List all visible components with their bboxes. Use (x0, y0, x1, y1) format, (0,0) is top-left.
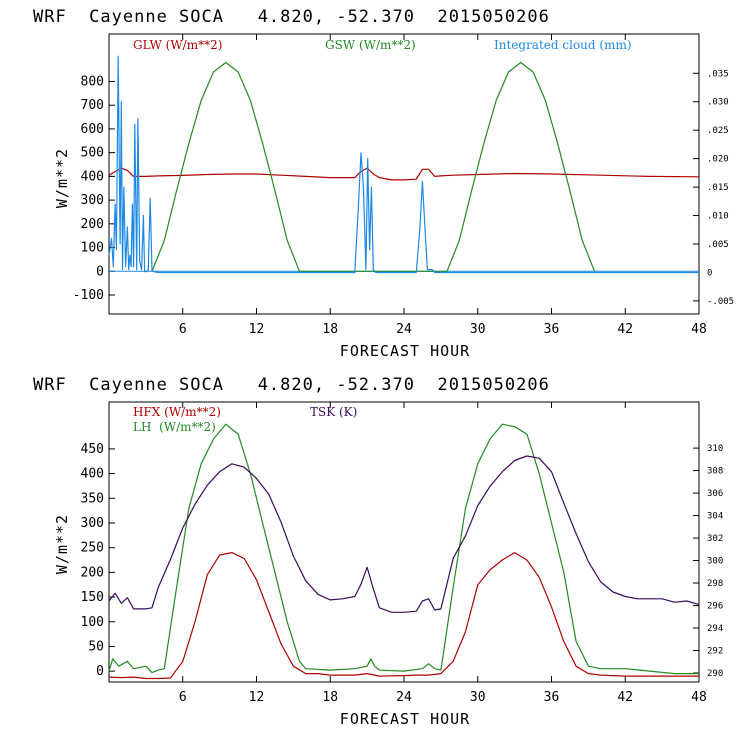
right-y-tick-label: 302 (707, 534, 723, 544)
y-tick-label: 800 (81, 74, 104, 89)
x-axis-ticks: 6 12 18 24 30 36 42 48 (179, 402, 707, 705)
y-tick-label: 150 (81, 590, 104, 605)
x-tick-label: 48 (691, 690, 707, 705)
x-tick-label: 42 (617, 690, 633, 705)
y-tick-label: 100 (81, 615, 104, 630)
series-lines (108, 55, 700, 274)
right-y-tick-label: 298 (707, 579, 723, 589)
x-tick-label: 42 (617, 322, 633, 337)
right-y-tick-label: .035 (707, 69, 729, 79)
x-axis-label: FORECAST HOUR (340, 710, 470, 728)
right-y-tick-label: 292 (707, 647, 723, 657)
y-tick-label: 450 (81, 442, 104, 457)
right-y-axis-ticks: -.005 0 .005 .010 .015 .020 .025 .030 .035 (693, 69, 734, 307)
chart-top: WRF Cayenne SOCA 4.820, -52.370 20150502… (33, 7, 734, 360)
right-y-tick-label: 308 (707, 467, 723, 477)
x-tick-label: 6 (179, 690, 187, 705)
y-axis-ticks: 0 50 100 150 200 250 300 350 400 450 (81, 442, 115, 679)
series-lines (108, 423, 700, 680)
right-y-tick-label: 290 (707, 669, 723, 679)
x-axis-ticks: 6 12 18 24 30 36 42 48 (179, 34, 707, 337)
right-y-tick-label: 294 (707, 624, 723, 634)
series-line-integrated-cloud (108, 55, 699, 274)
right-y-tick-label: 310 (707, 444, 723, 454)
y-tick-label: 600 (81, 122, 104, 137)
chart-title: WRF Cayenne SOCA 4.820, -52.370 20150502… (33, 7, 550, 27)
y-tick-label: 50 (88, 639, 104, 654)
right-y-tick-label: .015 (707, 183, 729, 193)
x-tick-label: 6 (179, 322, 187, 337)
legend-entry-tsk: TSK (K) (310, 405, 357, 419)
y-tick-label: -100 (73, 288, 104, 303)
series-line-lh (108, 423, 699, 675)
x-tick-label: 36 (544, 322, 560, 337)
x-axis-label: FORECAST HOUR (340, 342, 470, 360)
x-tick-label: 12 (249, 690, 265, 705)
x-tick-label: 30 (470, 690, 486, 705)
y-tick-label: 350 (81, 491, 104, 506)
y-tick-label: 200 (81, 565, 104, 580)
x-tick-label: 18 (322, 690, 338, 705)
y-axis-ticks: -100 0 100 200 300 400 500 600 700 800 (73, 74, 115, 303)
legend-entry-glw: GLW (W/m**2) (133, 38, 222, 52)
x-tick-label: 48 (691, 322, 707, 337)
y-axis-label: W/m**2 (53, 514, 71, 574)
y-tick-label: 0 (96, 664, 104, 679)
y-tick-label: 250 (81, 541, 104, 556)
y-tick-label: 100 (81, 241, 104, 256)
x-tick-label: 36 (544, 690, 560, 705)
right-y-tick-label: 306 (707, 489, 723, 499)
y-tick-label: 500 (81, 146, 104, 161)
legend-entry-hfx: HFX (W/m**2) (133, 405, 221, 419)
x-tick-label: 12 (249, 322, 265, 337)
right-y-tick-label: .030 (707, 98, 729, 108)
right-y-tick-label: .020 (707, 155, 729, 165)
right-y-tick-label: -.005 (707, 297, 734, 307)
chart-bottom: WRF Cayenne SOCA 4.820, -52.370 20150502… (33, 375, 723, 728)
series-line-gsw (151, 61, 596, 272)
right-y-tick-label: 300 (707, 557, 723, 567)
x-tick-label: 30 (470, 322, 486, 337)
series-line-tsk (108, 455, 700, 613)
y-tick-label: 400 (81, 169, 104, 184)
series-line-hfx (108, 551, 699, 680)
y-tick-label: 0 (96, 264, 104, 279)
legend-entry-lh: LH (W/m**2) (133, 420, 216, 434)
chart-title: WRF Cayenne SOCA 4.820, -52.370 20150502… (33, 375, 550, 395)
x-tick-label: 24 (396, 322, 412, 337)
right-y-tick-label: .005 (707, 240, 729, 250)
right-y-tick-label: 296 (707, 602, 723, 612)
x-tick-label: 24 (396, 690, 412, 705)
right-y-tick-label: 0 (707, 268, 712, 278)
x-tick-label: 18 (322, 322, 338, 337)
right-y-tick-label: .025 (707, 126, 729, 136)
right-y-tick-label: .010 (707, 212, 729, 222)
y-tick-label: 200 (81, 217, 104, 232)
right-y-tick-label: 304 (707, 512, 723, 522)
y-axis-label: W/m**2 (53, 148, 71, 208)
y-tick-label: 300 (81, 193, 104, 208)
y-tick-label: 700 (81, 98, 104, 113)
y-tick-label: 300 (81, 516, 104, 531)
legend-entry-cloud: Integrated cloud (mm) (494, 38, 632, 52)
y-tick-label: 400 (81, 467, 104, 482)
legend-entry-gsw: GSW (W/m**2) (325, 38, 416, 52)
